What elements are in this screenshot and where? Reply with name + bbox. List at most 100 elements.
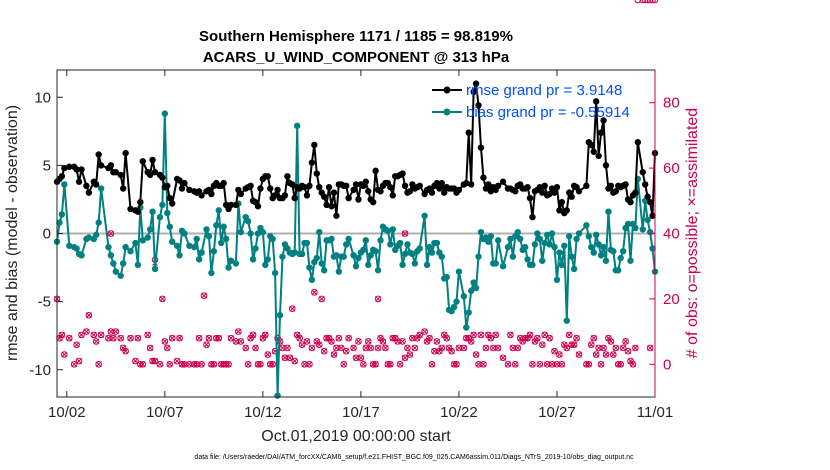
obs-possible-marker: [570, 341, 578, 348]
rmse-point: [66, 163, 73, 170]
obs-assimilated-marker: [372, 361, 379, 368]
rmse-point: [122, 149, 129, 157]
obs-possible-marker: [262, 331, 269, 339]
rmse-point: [512, 188, 519, 195]
bias-point: [570, 265, 578, 273]
bias-point: [110, 260, 117, 267]
obs-possible-marker: [610, 351, 617, 358]
obs-possible-marker: [320, 347, 328, 355]
bias-point: [548, 230, 556, 237]
obs-possible-marker: [237, 338, 245, 345]
rmse-series-line: [56, 83, 656, 218]
obs-assimilated-marker: [492, 331, 499, 338]
rmse-point: [78, 166, 85, 173]
obs-possible-marker: [271, 347, 279, 355]
rmse-point: [73, 166, 80, 173]
bias-point: [558, 261, 566, 269]
bias-point: [308, 276, 316, 284]
obs-assimilated-marker: [382, 344, 389, 351]
rmse-point: [526, 194, 534, 202]
obs-possible-marker: [284, 344, 291, 352]
obs-assimilated-marker: [252, 344, 259, 351]
obs-possible-marker: [480, 361, 487, 368]
obs-possible-marker: [340, 361, 348, 368]
obs-possible-marker: [95, 361, 102, 368]
obs-assimilated-marker: [566, 331, 573, 338]
legend-bias-label: bias grand pr = -0.55914: [466, 104, 630, 121]
rmse-point: [75, 178, 83, 185]
obs-possible-marker: [215, 334, 223, 342]
rmse-point: [588, 141, 595, 149]
rmse-point: [365, 188, 372, 195]
rmse-point: [176, 177, 183, 184]
bias-point: [411, 260, 419, 267]
rmse-point: [306, 182, 313, 190]
bias-point: [244, 218, 252, 225]
bias-point: [198, 249, 205, 256]
rmse-point: [475, 102, 482, 109]
obs-assimilated-marker: [539, 341, 546, 348]
obs-possible-marker: [634, 0, 642, 4]
obs-assimilated-marker: [245, 361, 252, 368]
bias-point: [279, 253, 286, 260]
obs-assimilated-marker: [56, 335, 63, 342]
obs-possible-marker: [507, 331, 514, 339]
obs-assimilated-marker: [107, 230, 114, 237]
rmse-point: [112, 168, 120, 176]
obs-possible-marker: [487, 334, 495, 342]
obs-assimilated-marker: [326, 335, 332, 342]
obs-assimilated-marker: [362, 344, 369, 351]
obs-possible-marker: [477, 331, 485, 339]
bias-point: [139, 237, 146, 244]
obs-possible-marker: [151, 357, 159, 365]
bias-point: [627, 257, 634, 264]
bias-point: [428, 249, 436, 256]
bias-point: [112, 268, 120, 275]
rmse-point: [612, 188, 619, 195]
obs-possible-marker: [573, 334, 580, 342]
obs-possible-marker: [163, 344, 171, 352]
obs-possible-marker: [298, 341, 306, 348]
rmse-point: [362, 178, 370, 185]
obs-possible-marker: [107, 328, 115, 335]
obs-assimilated-marker: [509, 344, 516, 351]
rmse-point: [634, 139, 642, 146]
obs-possible-marker: [509, 344, 517, 352]
obs-possible-marker: [428, 361, 436, 368]
obs-assimilated-marker: [495, 344, 502, 351]
bias-point: [176, 252, 183, 259]
obs-assimilated-marker: [549, 361, 556, 368]
bias-point: [335, 268, 343, 275]
bias-point: [249, 256, 257, 263]
obs-possible-marker: [269, 361, 276, 368]
obs-possible-marker: [70, 361, 78, 368]
obs-possible-marker: [306, 361, 313, 368]
bias-point: [355, 254, 362, 262]
legend-bias-marker: [443, 108, 451, 116]
bias-point: [208, 269, 215, 277]
y-tick-label: 10: [34, 89, 51, 106]
obs-possible-marker: [303, 338, 311, 345]
bias-point: [499, 263, 507, 270]
footnote: data file: /Users/raeder/DAI/ATM_forcXX/…: [194, 454, 634, 461]
rmse-point: [463, 179, 470, 187]
obs-possible-marker: [470, 331, 477, 339]
rmse-point: [436, 185, 443, 192]
bias-point: [271, 269, 279, 277]
obs-possible-marker: [168, 334, 176, 342]
obs-possible-marker: [186, 361, 193, 368]
legend-rmse-marker: [443, 86, 451, 94]
obs-assimilated-marker: [299, 341, 306, 348]
x-axis-label: Oct.01,2019 00:00:00 start: [261, 428, 451, 445]
rmse-point: [284, 173, 291, 180]
rmse-point: [401, 182, 409, 190]
obs-possible-marker: [225, 361, 232, 368]
bias-point: [536, 235, 544, 243]
obs-assimilated-marker: [500, 354, 507, 361]
bias-point: [303, 239, 311, 247]
obs-possible-marker: [173, 357, 181, 365]
bias-point: [509, 253, 517, 260]
obs-possible-marker: [205, 334, 213, 342]
bias-point: [450, 303, 458, 311]
bias-point: [467, 287, 475, 294]
